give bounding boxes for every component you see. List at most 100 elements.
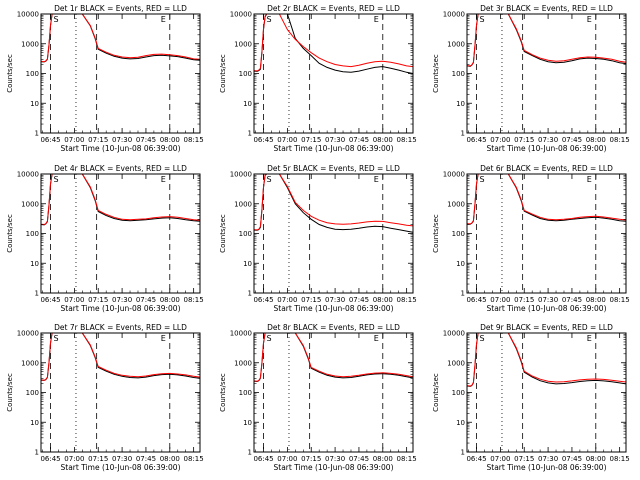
y-tick-label: 10000 [443,11,465,19]
y-tick-label: 1000 [234,40,252,48]
events-series-line [467,14,626,67]
x-tick-label: 07:45 [562,136,582,144]
y-axis-label: Counts/sec [219,54,227,93]
y-tick-label: 1000 [447,359,465,367]
x-axis-label: Start Time (10-Jun-08 06:39:00) [487,144,607,153]
x-axis-label: Start Time (10-Jun-08 06:39:00) [61,144,181,153]
y-tick-label: 10 [30,100,39,108]
start-marker-label: S [267,15,272,24]
x-axis-label: Start Time (10-Jun-08 06:39:00) [274,144,394,153]
y-tick-label: 10 [243,419,252,427]
y-axis-label: Counts/sec [219,214,227,253]
y-tick-label: 10 [456,100,465,108]
start-marker-label: S [54,334,59,343]
lld-series-line [41,174,200,226]
lld-series-line [467,333,626,387]
x-tick-label: 07:15 [88,136,108,144]
plot-frame [40,173,201,294]
x-tick-label: 08:15 [610,455,630,463]
x-tick-label: 07:00 [277,296,297,304]
y-tick-label: 1 [35,449,39,457]
panel-title: Det 9r BLACK = Events, RED = LLD [480,323,613,332]
y-tick-label: 10 [456,260,465,268]
x-tick-label: 07:30 [325,136,345,144]
lld-series-line [467,174,626,225]
lld-series-line [41,333,200,381]
x-tick-label: 06:45 [253,455,273,463]
x-tick-label: 08:15 [610,296,630,304]
y-axis-label: Counts/sec [6,54,14,93]
detector-panel: Det 6r BLACK = Events, RED = LLD S E 1 10 100… [432,164,630,313]
end-marker-label: E [587,15,592,24]
y-tick-label: 10 [456,419,465,427]
y-axis-label: Counts/sec [6,373,14,412]
plot-frame [253,332,414,453]
x-tick-label: 06:45 [466,455,486,463]
x-tick-label: 08:00 [160,296,180,304]
x-tick-label: 07:15 [301,296,321,304]
x-tick-label: 07:00 [490,455,510,463]
panel-title: Det 4r BLACK = Events, RED = LLD [54,164,187,173]
y-tick-label: 1000 [234,200,252,208]
y-tick-label: 10000 [17,11,39,19]
x-tick-label: 08:15 [397,296,417,304]
x-axis-label: Start Time (10-Jun-08 06:39:00) [487,463,607,472]
x-tick-label: 07:15 [88,455,108,463]
start-marker-label: S [480,175,485,184]
start-marker-label: S [267,334,272,343]
start-marker-label: S [54,15,59,24]
panel-title: Det 6r BLACK = Events, RED = LLD [480,164,613,173]
lld-series-line [254,333,413,382]
detector-panel: Det 2r BLACK = Events, RED = LLD S E 1 10 100… [219,4,417,153]
x-tick-label: 06:45 [40,296,60,304]
x-tick-label: 07:30 [538,136,558,144]
events-series-line [41,14,200,63]
end-marker-label: E [161,175,166,184]
y-tick-label: 100 [26,389,39,397]
x-tick-label: 07:00 [277,136,297,144]
plot-frame [253,13,414,134]
y-tick-label: 10000 [230,330,252,338]
x-tick-label: 06:45 [40,136,60,144]
x-tick-label: 08:15 [184,296,204,304]
start-marker-label: S [480,334,485,343]
x-tick-label: 07:00 [64,455,84,463]
x-axis-label: Start Time (10-Jun-08 06:39:00) [61,304,181,313]
x-tick-label: 08:15 [610,136,630,144]
start-marker-label: S [267,175,272,184]
events-series-line [254,333,413,383]
x-tick-label: 07:30 [325,296,345,304]
end-marker-label: E [374,175,379,184]
x-tick-label: 07:15 [514,455,534,463]
y-tick-label: 100 [452,230,465,238]
x-tick-label: 07:45 [562,296,582,304]
start-marker-label: S [480,15,485,24]
x-tick-label: 08:00 [373,136,393,144]
y-tick-label: 1 [35,290,39,298]
plot-frame [40,13,201,134]
y-axis-label: Counts/sec [432,54,440,93]
x-tick-label: 07:15 [301,136,321,144]
end-marker-label: E [587,175,592,184]
y-tick-label: 100 [26,70,39,78]
x-tick-label: 07:30 [538,296,558,304]
y-tick-label: 10000 [17,330,39,338]
end-marker-label: E [161,334,166,343]
panel-title: Det 2r BLACK = Events, RED = LLD [267,4,400,13]
x-tick-label: 07:45 [136,296,156,304]
y-tick-label: 100 [452,70,465,78]
x-tick-label: 06:45 [466,136,486,144]
x-tick-label: 08:00 [160,455,180,463]
end-marker-label: E [374,334,379,343]
x-axis-label: Start Time (10-Jun-08 06:39:00) [274,304,394,313]
lld-series-line [41,14,200,63]
x-tick-label: 08:15 [184,455,204,463]
plot-frame [466,173,627,294]
x-tick-label: 08:00 [373,455,393,463]
x-axis-label: Start Time (10-Jun-08 06:39:00) [61,463,181,472]
x-tick-label: 08:00 [586,455,606,463]
y-tick-label: 10000 [17,171,39,179]
x-tick-label: 06:45 [466,296,486,304]
lld-series-line [254,174,413,231]
